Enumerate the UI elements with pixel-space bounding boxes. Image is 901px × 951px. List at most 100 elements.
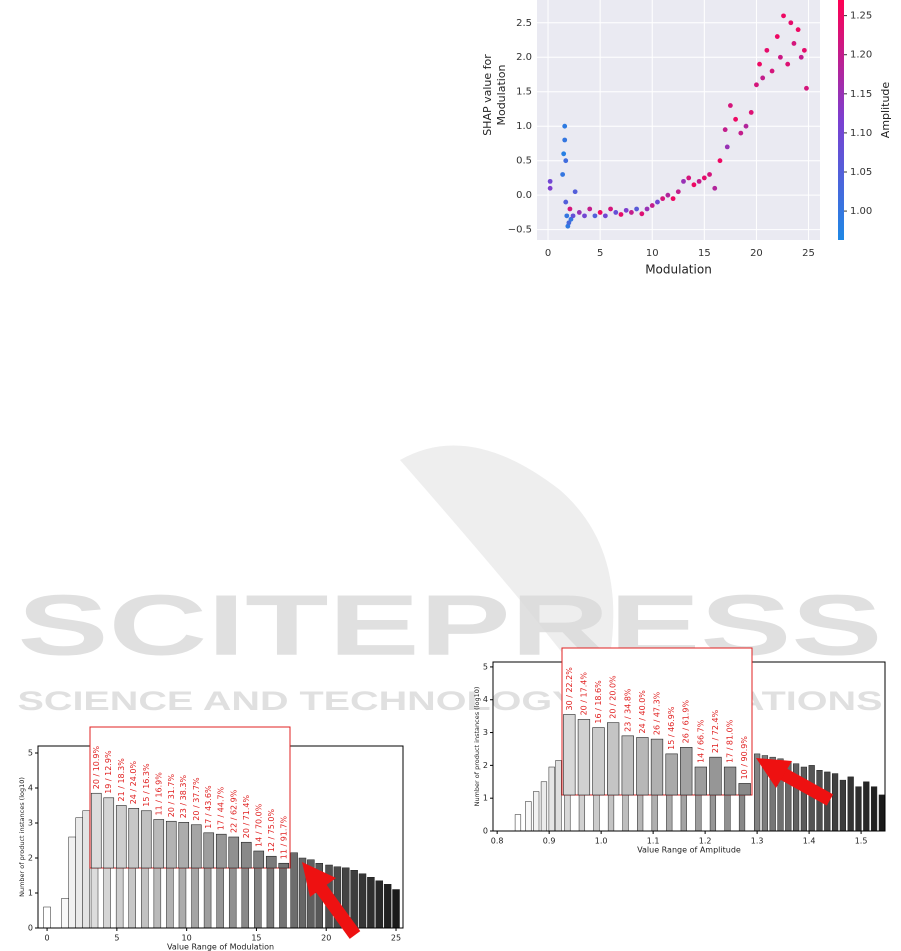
scatter-point [727,103,733,108]
bar [367,877,375,929]
scatter-point [707,172,712,177]
inset-bar [253,850,265,869]
x-tick-label: 1.2 [699,837,712,846]
bar-label: 24 / 40.0% [638,690,647,734]
y-tick-label: 5 [483,662,488,671]
x-tick-label: 20 [750,248,763,259]
scatter-point [563,199,569,205]
scatter-point [602,213,608,219]
y-axis-label: Number of product instances (log10) [18,777,26,897]
scatter-point [738,130,744,136]
plot-background [537,0,820,240]
bar [75,817,83,929]
arrow-head [302,862,336,897]
arrow-shaft [312,880,361,939]
colorbar-tick-label: 1.20 [850,50,872,61]
bar-label: 23 / 34.8% [623,688,632,732]
scatter-point [644,206,650,212]
bar [847,776,854,832]
scatter-point [785,61,791,67]
inset-bar [621,735,634,796]
y-tick-label: 2 [28,854,33,863]
scatter-point [608,206,613,212]
x-tick-label: 5 [597,248,603,259]
bar [753,753,761,832]
bar [375,880,384,929]
y-tick-label: 2 [483,761,488,770]
scatter-point [570,213,576,219]
inset-bar [709,756,722,796]
bar [68,836,76,929]
bar [800,766,808,832]
inset-bar [140,810,152,869]
scatter-point [788,20,794,26]
y-axis-label: Number of product instances (log10) [473,687,481,807]
bar-label: 19 / 12.9% [104,750,113,794]
bar [863,781,870,832]
scatter-point [778,54,783,60]
bar [350,870,358,929]
bar-label: 24 / 24.0% [129,761,138,805]
scatter-point [665,192,671,198]
scatter-point [634,206,640,212]
watermark-logo [400,445,614,700]
scatter-point [560,172,566,177]
bar-label: 11 / 16.9% [154,772,163,816]
bar [358,873,367,929]
bar [525,801,532,832]
arrow [756,758,834,806]
scatter-point [774,34,780,39]
watermark-subtitle: SCIENCE AND TECHNOLOGY PUBLICATIONS [18,686,883,716]
bar [555,760,562,832]
x-tick-label: 1.1 [647,837,660,846]
arrow [302,862,361,939]
inset-bar [103,797,115,869]
bar-label: 17 / 81.0% [726,719,735,763]
bar-label: 22 / 62.9% [229,789,238,833]
inset-bar [265,855,277,869]
bar [82,810,90,929]
bar-label: 15 / 46.9% [667,706,676,750]
x-tick-label: 0.8 [491,837,504,846]
bar-label: 14 / 66.7% [696,719,705,763]
inset-bar [650,738,664,796]
colorbar-tick-label: 1.25 [850,11,872,22]
scatter-point [566,220,572,226]
bar-label: 16 / 18.6% [594,680,603,724]
inset-bar [680,747,693,796]
bar [839,779,846,832]
inset-bar [128,807,140,869]
scatter-point [563,158,569,164]
inset-bar [190,824,202,869]
scatter-point [681,178,686,184]
bar-label: 20 / 37.7% [192,777,201,821]
y-tick-label: 2.5 [516,18,532,29]
inset-bar [665,753,678,796]
bar-label: 26 / 47.3% [653,691,662,735]
inset-bar [738,783,751,796]
y-tick-label: 3 [483,728,488,737]
scatter-point [562,123,568,129]
y-axis-label: Modulation [495,64,508,125]
scatter-point [791,41,797,46]
bar-label: 21 / 18.3% [117,758,126,802]
x-tick-label: 5 [114,934,119,943]
x-tick-label: 10 [646,248,659,259]
y-tick-label: 2.0 [516,52,532,63]
scatter-point [564,213,570,219]
scatter-point [547,185,553,191]
bar [878,794,885,832]
colorbar [838,0,844,240]
scatter-point [670,196,676,202]
inset-bar [723,766,737,796]
y-tick-label: 0.0 [516,190,532,201]
colorbar-tick-label: 1.00 [850,206,872,217]
x-tick-label: 0 [45,934,50,943]
inset-bar [694,766,707,796]
colorbar-label: Amplitude [879,82,892,139]
y-tick-label: 5 [28,749,33,758]
scatter-point [568,216,574,222]
scatter-point [769,68,775,74]
colorbar-tick-label: 1.10 [850,128,872,139]
